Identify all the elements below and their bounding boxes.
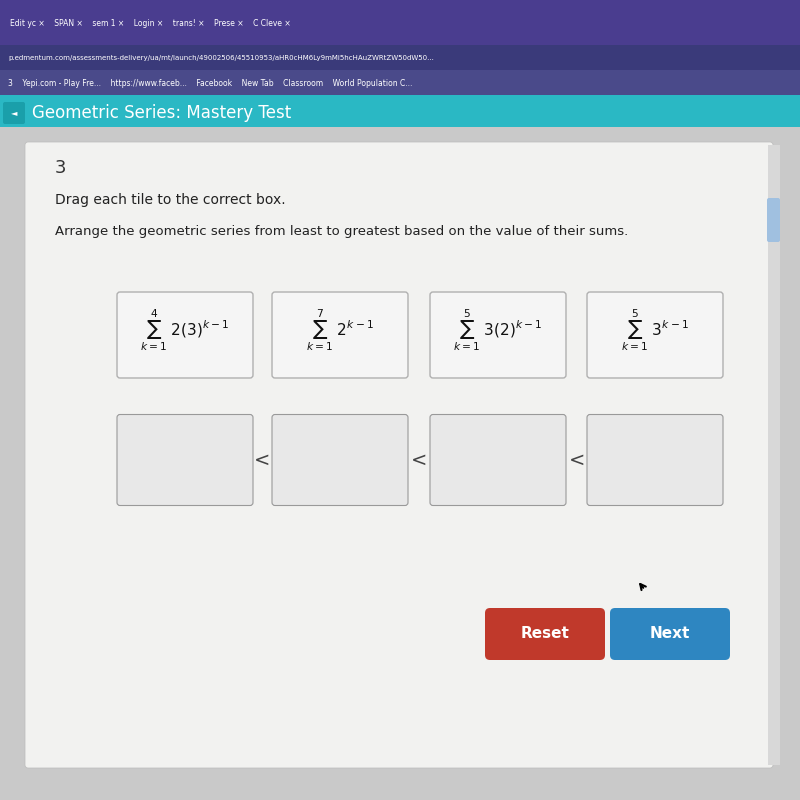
FancyBboxPatch shape: [767, 198, 780, 242]
Text: $\sum_{k=1}^{7}$ $2^{k-1}$: $\sum_{k=1}^{7}$ $2^{k-1}$: [306, 307, 374, 353]
Bar: [0, 0, 800, 45]
FancyBboxPatch shape: [272, 292, 408, 378]
Text: <: <: [254, 450, 270, 470]
FancyBboxPatch shape: [25, 142, 773, 768]
Bar: [0, 70, 800, 95]
FancyBboxPatch shape: [430, 292, 566, 378]
Text: Next: Next: [650, 626, 690, 642]
Bar: [768, 145, 780, 765]
FancyBboxPatch shape: [3, 102, 25, 124]
Bar: [0, 95, 800, 127]
FancyBboxPatch shape: [485, 608, 605, 660]
Bar: [0, 127, 800, 800]
Text: 3: 3: [55, 159, 66, 177]
FancyBboxPatch shape: [587, 414, 723, 506]
Text: $\sum_{k=1}^{4}$ $2(3)^{k-1}$: $\sum_{k=1}^{4}$ $2(3)^{k-1}$: [140, 307, 230, 353]
Text: $\sum_{k=1}^{5}$ $3(2)^{k-1}$: $\sum_{k=1}^{5}$ $3(2)^{k-1}$: [454, 307, 542, 353]
FancyBboxPatch shape: [117, 414, 253, 506]
Text: Drag each tile to the correct box.: Drag each tile to the correct box.: [55, 193, 286, 207]
Text: Edit yc ×    SPAN ×    sem 1 ×    Login ×    trans! ×    Prese ×    C Cleve ×: Edit yc × SPAN × sem 1 × Login × trans! …: [10, 18, 290, 27]
Text: 3    Yepi.com - Play Fre...    https://www.faceb...    Facebook    New Tab    Cl: 3 Yepi.com - Play Fre... https://www.fac…: [8, 78, 412, 87]
Text: p.edmentum.com/assessments-delivery/ua/mt/launch/49002506/45510953/aHR0cHM6Ly9mM: p.edmentum.com/assessments-delivery/ua/m…: [8, 55, 434, 61]
Text: Arrange the geometric series from least to greatest based on the value of their : Arrange the geometric series from least …: [55, 226, 628, 238]
Bar: [0, 45, 800, 70]
Text: Geometric Series: Mastery Test: Geometric Series: Mastery Test: [32, 104, 291, 122]
Text: $\sum_{k=1}^{5}$ $3^{k-1}$: $\sum_{k=1}^{5}$ $3^{k-1}$: [621, 307, 689, 353]
FancyBboxPatch shape: [587, 292, 723, 378]
Text: Reset: Reset: [521, 626, 570, 642]
Text: <: <: [411, 450, 427, 470]
FancyBboxPatch shape: [117, 292, 253, 378]
FancyBboxPatch shape: [430, 414, 566, 506]
Text: <: <: [569, 450, 585, 470]
FancyBboxPatch shape: [610, 608, 730, 660]
FancyBboxPatch shape: [272, 414, 408, 506]
Text: ◄: ◄: [10, 109, 18, 118]
